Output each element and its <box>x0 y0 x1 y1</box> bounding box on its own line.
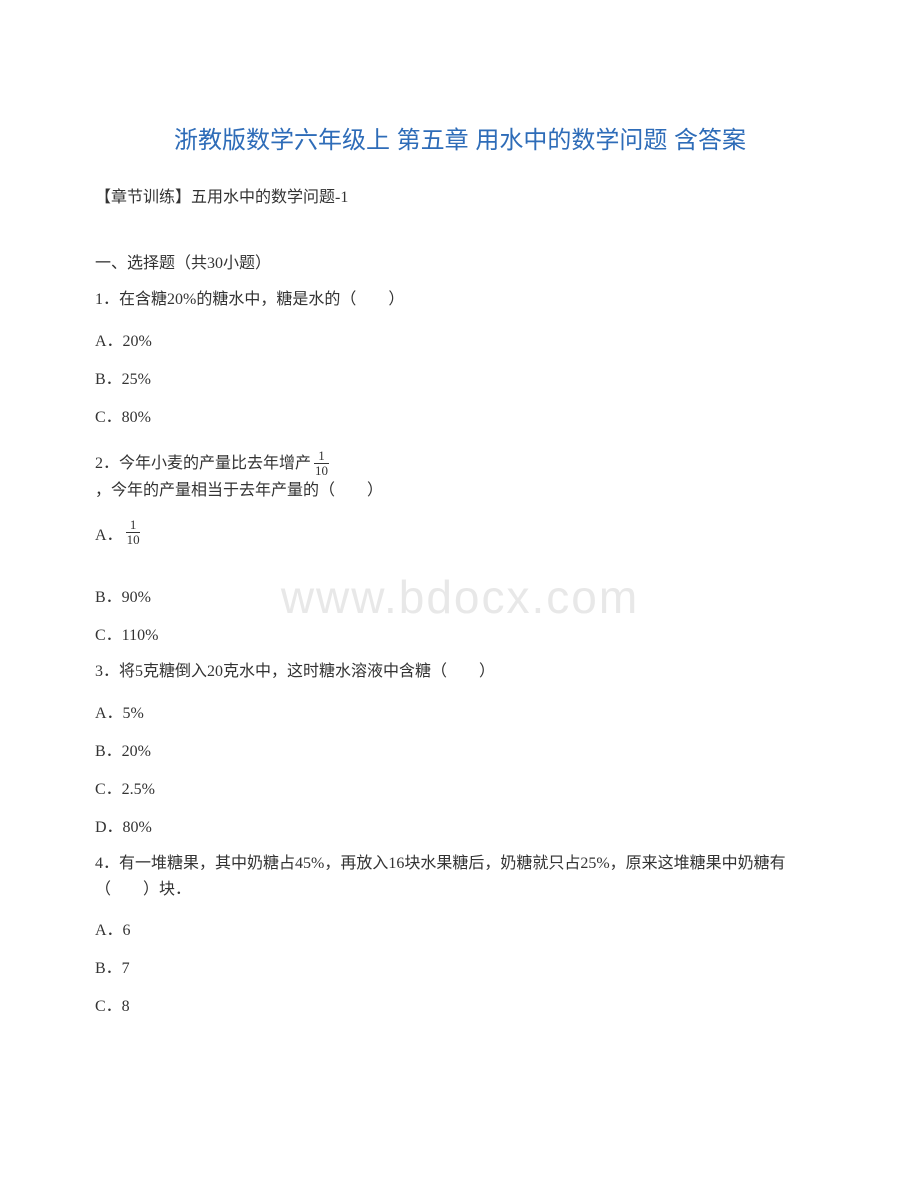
question-4: 4．有一堆糖果，其中奶糖占45%，再放入16块水果糖后，奶糖就只占25%，原来这… <box>95 851 825 902</box>
q2-fraction-num: 1 <box>314 449 329 464</box>
q3-option-b: B．20% <box>95 737 825 761</box>
q2-option-a: A． 1 10 <box>95 518 825 548</box>
section-header: 一、选择题（共30小题） <box>95 249 825 273</box>
q3-option-a: A．5% <box>95 699 825 723</box>
q2-option-b: B．90% <box>95 583 825 607</box>
q1-option-a: A．20% <box>95 327 825 351</box>
question-1: 1．在含糖20%的糖水中，糖是水的（ ） <box>95 287 825 313</box>
q2-fraction: 1 10 <box>313 449 330 479</box>
subtitle: 【章节训练】五用水中的数学问题-1 <box>95 183 825 207</box>
q2-option-c: C．110% <box>95 621 825 645</box>
question-2-line2: ，今年的产量相当于去年产量的（ ） <box>95 478 825 504</box>
q2-option-a-fraction: 1 10 <box>125 518 142 548</box>
question-3: 3．将5克糖倒入20克水中，这时糖水溶液中含糖（ ） <box>95 659 825 685</box>
q2-fraction-den: 10 <box>313 464 330 478</box>
q2-a-fraction-den: 10 <box>125 533 142 547</box>
q2-option-a-prefix: A． <box>95 521 123 545</box>
question-2-line1: 2．今年小麦的产量比去年增产 1 10 <box>95 449 825 479</box>
document-content: 浙教版数学六年级上 第五章 用水中的数学问题 含答案 【章节训练】五用水中的数学… <box>95 120 825 1016</box>
q3-option-d: D．80% <box>95 813 825 837</box>
q1-option-c: C．80% <box>95 403 825 427</box>
q4-option-a: A．6 <box>95 916 825 940</box>
q3-option-c: C．2.5% <box>95 775 825 799</box>
page-title: 浙教版数学六年级上 第五章 用水中的数学问题 含答案 <box>95 120 825 155</box>
q2-text-before: 2．今年小麦的产量比去年增产 <box>95 451 311 477</box>
q1-option-b: B．25% <box>95 365 825 389</box>
q4-option-b: B．7 <box>95 954 825 978</box>
q4-option-c: C．8 <box>95 992 825 1016</box>
q2-a-fraction-num: 1 <box>126 518 141 533</box>
